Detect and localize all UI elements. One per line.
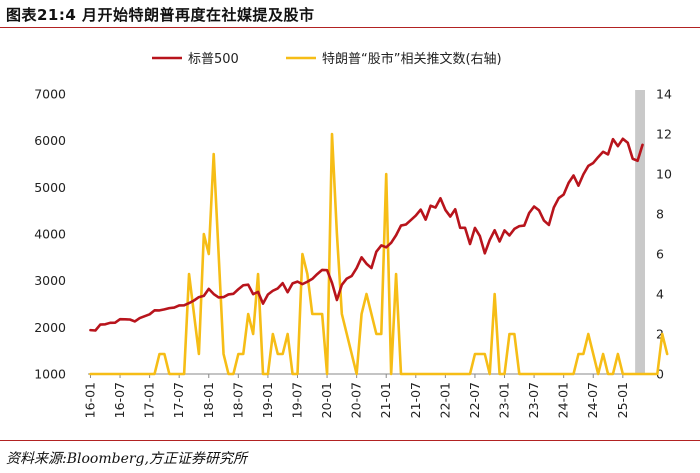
y-left-tick-label: 4000 bbox=[34, 227, 66, 242]
highlight-band bbox=[635, 90, 645, 374]
posts-series-line bbox=[89, 132, 669, 376]
x-axis-ticks: 16-01 16-07 17-01 17-07 18-01 18-07 19-01 19-07… bbox=[82, 374, 630, 418]
footer-rule bbox=[0, 440, 700, 441]
y-right-tick-label: 0 bbox=[656, 367, 664, 382]
x-tick-label: 16-01 bbox=[82, 382, 97, 418]
y-right-tick-label: 8 bbox=[656, 207, 664, 222]
y-left-tick-label: 7000 bbox=[34, 87, 66, 102]
x-tick-label: 20-01 bbox=[319, 382, 334, 418]
y-left-tick-label: 5000 bbox=[34, 180, 66, 195]
y-left-tick-label: 2000 bbox=[34, 320, 66, 335]
chart-title: 图表21:4 月开始特朗普再度在社媒提及股市 bbox=[6, 6, 315, 24]
x-tick-label: 20-07 bbox=[349, 382, 364, 418]
x-tick-label: 21-07 bbox=[408, 382, 423, 418]
x-tick-label: 17-07 bbox=[171, 382, 186, 418]
y-axis-right-ticks: 0 2 4 6 8 10 12 14 bbox=[656, 87, 672, 382]
y-right-tick-label: 14 bbox=[656, 87, 672, 102]
y-right-tick-label: 2 bbox=[656, 327, 664, 342]
x-tick-label: 18-07 bbox=[230, 382, 245, 418]
sp500-series-line bbox=[89, 137, 644, 332]
legend-label-posts: 特朗普“股市”相关推文数(右轴) bbox=[322, 51, 502, 67]
series-lines bbox=[89, 132, 669, 376]
x-tick-label: 22-01 bbox=[437, 382, 452, 418]
y-axis-left-ticks: 1000 2000 3000 4000 5000 6000 7000 bbox=[34, 87, 66, 382]
x-tick-label: 18-01 bbox=[201, 382, 216, 418]
legend: 标普500 特朗普“股市”相关推文数(右轴) bbox=[152, 51, 502, 67]
source-note: 资料来源:Bloomberg,方正证券研究所 bbox=[6, 451, 247, 467]
x-tick-label: 16-07 bbox=[112, 382, 127, 418]
x-tick-label: 22-07 bbox=[467, 382, 482, 418]
x-tick-label: 24-01 bbox=[556, 382, 571, 418]
title-rule bbox=[0, 27, 700, 28]
x-tick-label: 19-01 bbox=[260, 382, 275, 418]
legend-label-sp500: 标普500 bbox=[188, 52, 239, 67]
x-tick-label: 23-07 bbox=[526, 382, 541, 418]
x-tick-label: 17-01 bbox=[142, 382, 157, 418]
x-tick-label: 25-01 bbox=[615, 382, 630, 418]
y-right-tick-label: 12 bbox=[656, 127, 672, 142]
y-left-tick-label: 3000 bbox=[34, 273, 66, 288]
x-tick-label: 21-01 bbox=[378, 382, 393, 418]
y-right-tick-label: 6 bbox=[656, 247, 664, 262]
y-left-tick-label: 6000 bbox=[34, 133, 66, 148]
x-tick-label: 19-07 bbox=[289, 382, 304, 418]
x-tick-label: 23-01 bbox=[497, 382, 512, 418]
y-left-tick-label: 1000 bbox=[34, 367, 66, 382]
y-right-tick-label: 4 bbox=[656, 287, 664, 302]
x-tick-label: 24-07 bbox=[585, 382, 600, 418]
y-right-tick-label: 10 bbox=[656, 167, 672, 182]
